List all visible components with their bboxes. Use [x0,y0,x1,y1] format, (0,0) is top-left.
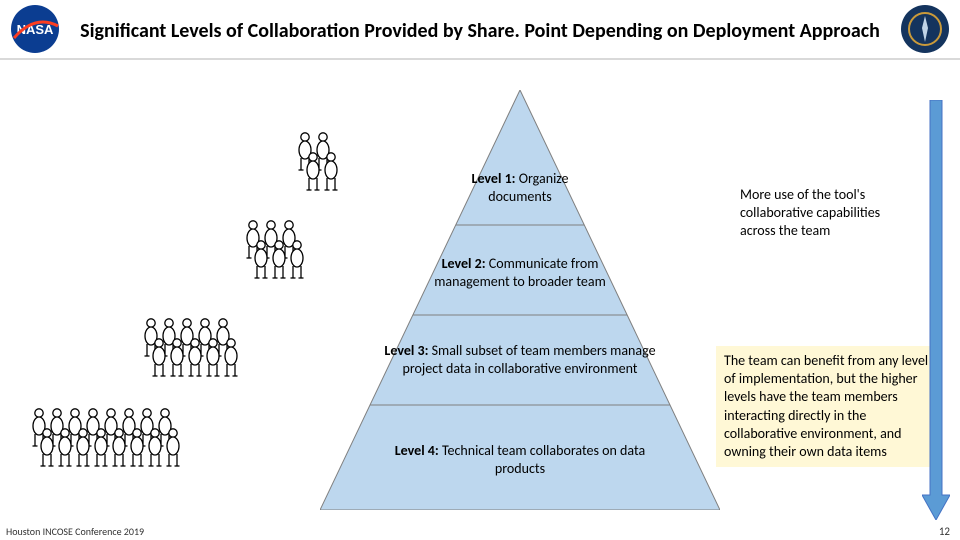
person-icon [322,152,340,197]
pyramid-level-1: Level 1: Organize documents [450,170,590,205]
person-icon [168,338,186,383]
person-icon [252,240,270,285]
person-icon [222,338,240,383]
person-icon [146,428,164,473]
annotation-top-text: More use of the tool's collaborative cap… [740,186,880,239]
person-icon [150,338,168,383]
orion-logo [900,4,950,54]
person-icon [38,428,56,473]
slide-body: Level 1: Organize documents Level 2: Comm… [0,60,960,540]
pyramid-level-2: Level 2: Communicate from management to … [420,255,620,290]
pyramid-level-4: Level 4: Technical team collaborates on … [370,442,670,477]
person-icon [56,428,74,473]
person-icon [270,240,288,285]
person-icon [186,338,204,383]
person-icon [128,428,146,473]
person-icon [204,338,222,383]
annotation-top: More use of the tool's collaborative cap… [740,186,900,241]
person-icon [288,240,306,285]
person-icon [92,428,110,473]
footer-right: 12 [939,525,950,538]
pyramid-level-3: Level 3: Small subset of team members ma… [365,342,675,377]
person-icon [164,428,182,473]
down-arrow [922,100,950,520]
nasa-logo: NASA [10,4,60,54]
footer-left: Houston INCOSE Conference 2019 [6,525,144,538]
person-icon [110,428,128,473]
annotation-bottom-text: The team can benefit from any level of i… [724,352,928,460]
person-icon [304,152,322,197]
person-icon [74,428,92,473]
pyramid-diagram: Level 1: Organize documents Level 2: Comm… [320,90,720,510]
page-title: Significant Levels of Collaboration Prov… [0,15,960,43]
annotation-bottom: The team can benefit from any level of i… [716,346,942,467]
